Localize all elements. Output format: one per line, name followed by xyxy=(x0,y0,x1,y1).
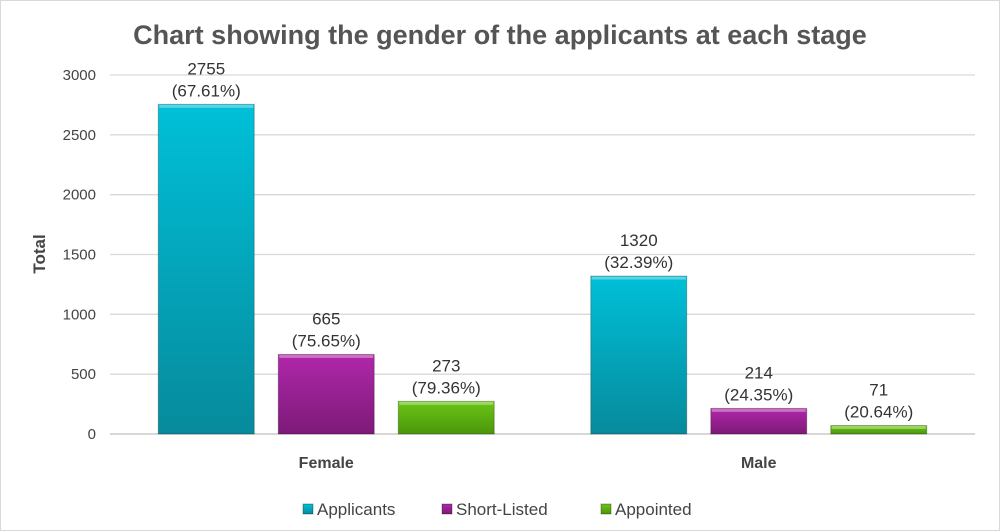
legend-label: Applicants xyxy=(317,500,395,519)
bar-applicants xyxy=(157,103,255,435)
y-tick-label: 2500 xyxy=(63,127,96,144)
bar-highlight xyxy=(279,354,374,358)
data-label-value: 71 xyxy=(869,381,888,400)
data-label-value: 665 xyxy=(312,309,340,328)
bar-appointed xyxy=(830,425,928,435)
bar-short-listed xyxy=(277,353,375,435)
data-label-percent: (20.64%) xyxy=(844,403,913,422)
legend-swatch-icon xyxy=(302,503,314,515)
data-label-percent: (67.61%) xyxy=(172,81,241,100)
data-label-value: 1320 xyxy=(620,231,658,250)
data-label-percent: (75.65%) xyxy=(292,331,361,350)
data-label-value: 273 xyxy=(432,356,460,375)
bar-highlight xyxy=(159,104,254,108)
bar-appointed xyxy=(397,400,495,435)
y-tick-label: 3000 xyxy=(63,67,96,84)
legend-item: Short-Listed xyxy=(441,500,548,519)
x-category-label: Male xyxy=(741,455,777,472)
legend-label: Appointed xyxy=(615,500,692,519)
chart-title: Chart showing the gender of the applican… xyxy=(133,20,867,50)
legend-item: Appointed xyxy=(600,500,692,519)
bar-applicants xyxy=(590,275,688,435)
y-tick-label: 1500 xyxy=(63,247,96,264)
bar-highlight xyxy=(399,401,494,405)
y-tick-label: 500 xyxy=(71,366,96,383)
y-tick-label: 2000 xyxy=(63,187,96,204)
y-tick-label: 1000 xyxy=(63,306,96,323)
x-category-label: Female xyxy=(299,455,354,472)
y-axis-label: Total xyxy=(30,234,49,273)
bar-highlight xyxy=(831,426,926,430)
bar-highlight xyxy=(711,408,806,412)
legend-item: Applicants xyxy=(302,500,395,519)
data-label-value: 214 xyxy=(745,363,773,382)
bar-short-listed xyxy=(710,407,808,435)
data-label-value: 2755 xyxy=(187,59,225,78)
data-label-percent: (24.35%) xyxy=(724,385,793,404)
legend-swatch-icon xyxy=(600,503,612,515)
data-label-percent: (32.39%) xyxy=(604,253,673,272)
bar-highlight xyxy=(591,276,686,280)
legend-swatch-icon xyxy=(441,503,453,515)
data-label-percent: (79.36%) xyxy=(412,378,481,397)
legend-label: Short-Listed xyxy=(456,500,548,519)
y-tick-label: 0 xyxy=(88,426,96,443)
